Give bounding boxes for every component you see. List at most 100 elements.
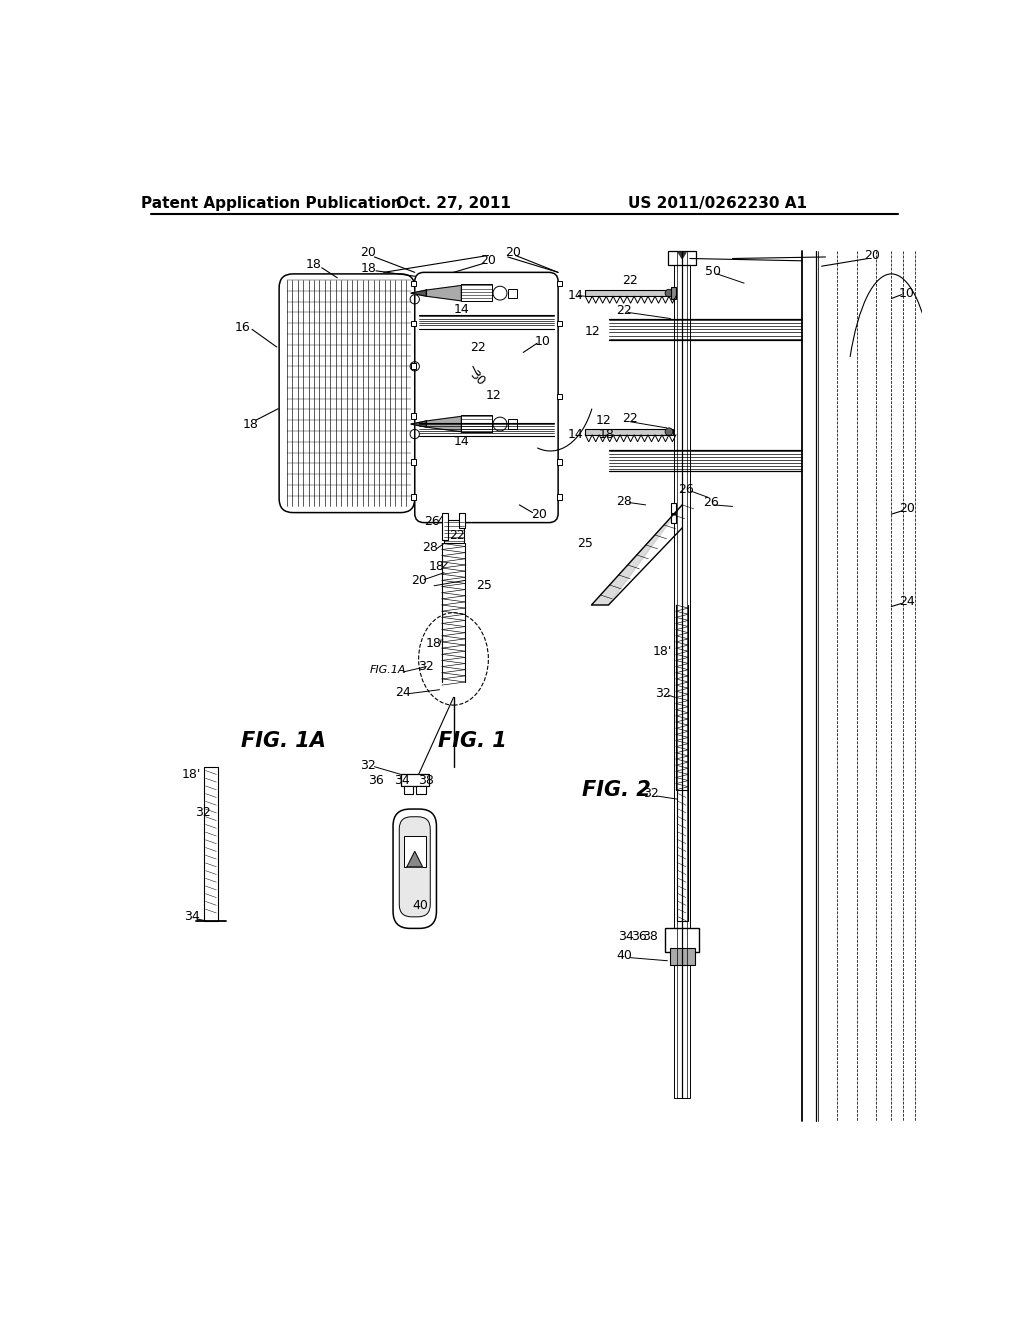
Text: 20: 20: [864, 249, 880, 261]
Text: 24: 24: [395, 685, 411, 698]
Text: 20: 20: [360, 246, 376, 259]
Bar: [403, 785, 414, 793]
Bar: [557, 494, 562, 499]
Bar: [665, 928, 699, 952]
Bar: [411, 363, 417, 368]
Bar: [677, 789, 687, 921]
Bar: [444, 520, 464, 544]
Polygon shape: [411, 421, 426, 428]
FancyBboxPatch shape: [415, 272, 558, 523]
Text: 36: 36: [631, 929, 646, 942]
Bar: [669, 251, 696, 264]
Text: 14: 14: [454, 302, 469, 315]
Polygon shape: [426, 416, 461, 432]
Text: 22: 22: [616, 305, 632, 317]
FancyBboxPatch shape: [393, 809, 436, 928]
Bar: [442, 512, 449, 540]
Text: FIG. 2: FIG. 2: [582, 780, 650, 800]
Text: 26: 26: [424, 515, 439, 528]
Text: 18: 18: [243, 417, 258, 430]
Bar: [557, 395, 562, 400]
Bar: [411, 459, 417, 465]
Bar: [400, 775, 429, 785]
Circle shape: [665, 428, 673, 436]
Text: 38: 38: [642, 929, 658, 942]
Text: 10: 10: [899, 286, 914, 300]
Bar: [461, 284, 493, 301]
Text: 12: 12: [585, 325, 601, 338]
Text: 34: 34: [618, 929, 634, 942]
Text: 28: 28: [616, 495, 632, 508]
Text: FIG. 1A: FIG. 1A: [241, 731, 326, 751]
Text: US 2011/0262230 A1: US 2011/0262230 A1: [628, 195, 807, 211]
Text: 20: 20: [480, 253, 497, 267]
Bar: [403, 836, 426, 867]
Text: 28: 28: [422, 541, 438, 554]
Bar: [461, 414, 493, 432]
Text: 25: 25: [578, 537, 593, 550]
Text: 36: 36: [368, 774, 384, 787]
Text: Patent Application Publication: Patent Application Publication: [141, 195, 401, 211]
Text: 20: 20: [411, 574, 427, 587]
Text: 32: 32: [360, 759, 376, 772]
Bar: [557, 459, 562, 465]
Text: 40: 40: [616, 949, 632, 962]
Text: 32: 32: [643, 787, 659, 800]
Text: 10: 10: [535, 335, 551, 348]
Text: 26: 26: [702, 496, 719, 510]
Bar: [204, 767, 218, 921]
Text: 18: 18: [360, 261, 376, 275]
Text: 12: 12: [595, 413, 611, 426]
Text: 18': 18': [425, 638, 444, 649]
Text: 20: 20: [530, 508, 547, 521]
Text: 30: 30: [467, 368, 487, 388]
Text: 12: 12: [486, 389, 502, 403]
Bar: [672, 286, 676, 300]
Polygon shape: [426, 285, 461, 301]
Bar: [508, 420, 517, 429]
Bar: [411, 413, 417, 418]
Bar: [557, 321, 562, 326]
Text: 22: 22: [470, 341, 486, 354]
Text: 18: 18: [599, 428, 614, 441]
Bar: [459, 512, 465, 528]
Text: 24: 24: [899, 594, 914, 607]
Text: 32: 32: [655, 686, 671, 700]
FancyBboxPatch shape: [280, 275, 415, 512]
Text: 20: 20: [899, 502, 914, 515]
Text: 34: 34: [394, 774, 411, 787]
Bar: [411, 281, 417, 286]
Polygon shape: [592, 506, 682, 605]
Bar: [586, 429, 673, 434]
Text: 32: 32: [196, 807, 211, 820]
Bar: [672, 515, 676, 524]
Text: 18': 18': [653, 644, 673, 657]
Text: 26: 26: [678, 483, 694, 496]
Text: 18': 18': [182, 768, 202, 781]
Polygon shape: [411, 290, 426, 296]
Bar: [586, 290, 673, 296]
Text: 25: 25: [476, 579, 493, 593]
Text: 40: 40: [413, 899, 428, 912]
Polygon shape: [678, 252, 686, 259]
Bar: [557, 281, 562, 286]
Text: FIG.1A: FIG.1A: [370, 665, 406, 676]
Bar: [411, 494, 417, 499]
Bar: [675, 251, 690, 1098]
Polygon shape: [407, 851, 423, 867]
Text: 20: 20: [505, 246, 521, 259]
Text: 22: 22: [623, 273, 638, 286]
Text: 32: 32: [419, 660, 434, 673]
Text: 22: 22: [450, 529, 465, 543]
Text: 38: 38: [418, 774, 433, 787]
Text: 14: 14: [567, 428, 583, 441]
Text: 18: 18: [306, 259, 322, 271]
Bar: [508, 289, 517, 298]
Circle shape: [665, 289, 673, 297]
Text: 14: 14: [567, 289, 583, 302]
Bar: [411, 321, 417, 326]
Text: 50: 50: [706, 265, 721, 279]
FancyBboxPatch shape: [399, 817, 430, 917]
Bar: [670, 948, 694, 965]
Text: 18: 18: [428, 560, 444, 573]
